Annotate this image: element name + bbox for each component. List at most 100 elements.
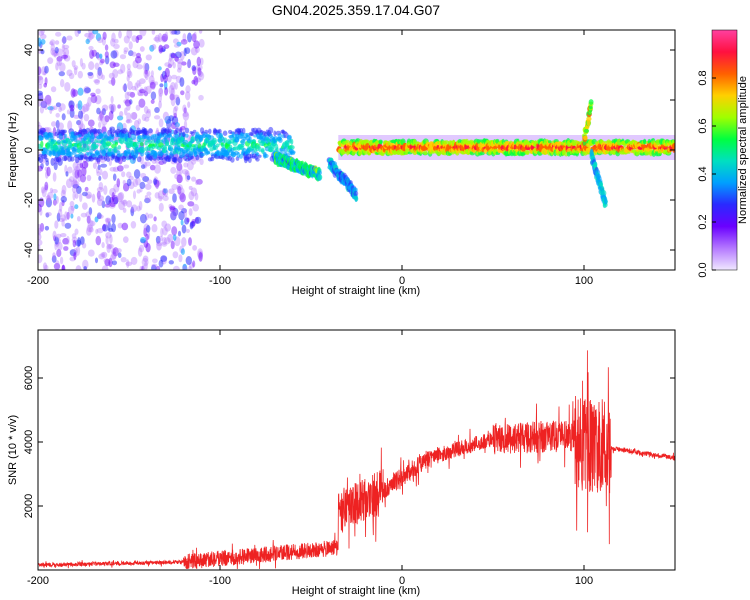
heat-cell xyxy=(156,241,162,251)
heat-cell xyxy=(104,217,112,223)
heat-cell xyxy=(183,120,188,130)
colorbar-ticks: 0.0 0.2 0.4 0.6 0.8 xyxy=(697,70,716,278)
heat-cell xyxy=(170,211,177,221)
heat-cell xyxy=(73,247,78,255)
heat-cell xyxy=(38,37,42,47)
heat-cell xyxy=(161,220,168,228)
heat-cell xyxy=(172,61,176,69)
colorbar-tick-label: 0.4 xyxy=(697,166,709,181)
heat-cell xyxy=(91,193,96,203)
heat-cell xyxy=(157,180,161,186)
heat-cell xyxy=(40,186,46,194)
heat-cell xyxy=(126,63,131,70)
heat-cell xyxy=(82,202,88,210)
heat-cell xyxy=(98,253,105,260)
heat-cell xyxy=(38,239,43,246)
heat-cell xyxy=(75,185,82,194)
heat-cell xyxy=(89,220,96,227)
heat-cell xyxy=(195,178,203,185)
heat-cell xyxy=(59,103,66,111)
heat-cell xyxy=(122,236,129,243)
heat-cell xyxy=(109,234,113,244)
heat-cell xyxy=(258,146,262,152)
heat-cell xyxy=(38,254,43,264)
heat-cell xyxy=(101,224,109,232)
heat-cell xyxy=(113,196,119,205)
heat-cell xyxy=(174,82,178,90)
heat-cell xyxy=(184,170,190,178)
heat-cell xyxy=(130,221,137,229)
heat-cell xyxy=(40,33,47,40)
heat-cell xyxy=(250,132,254,137)
heat-cell xyxy=(186,217,190,223)
heat-cell xyxy=(132,190,137,200)
heat-cell xyxy=(76,120,82,126)
heat-cell xyxy=(149,79,156,90)
heat-cell xyxy=(64,82,71,92)
heat-cell xyxy=(110,104,114,114)
heat-cell xyxy=(86,215,91,224)
heat-cell xyxy=(200,152,206,157)
heat-cell xyxy=(96,171,101,177)
heat-cell xyxy=(126,112,132,122)
heat-cell xyxy=(85,211,92,218)
heat-cell xyxy=(154,164,161,174)
heat-cell xyxy=(182,111,190,121)
colorbar: 0.0 0.2 0.4 0.6 0.8 Normalized spectral ampl… xyxy=(697,29,749,278)
heat-cell xyxy=(81,191,88,197)
heat-cell xyxy=(39,222,45,232)
heat-cell xyxy=(222,130,228,136)
heat-cell xyxy=(145,85,152,95)
heat-cell xyxy=(110,38,116,47)
heat-cell xyxy=(126,30,133,39)
heat-cell xyxy=(136,64,144,70)
heat-cell xyxy=(40,30,45,35)
heat-cell xyxy=(176,174,183,184)
heat-cell xyxy=(150,70,154,78)
heat-cell xyxy=(183,208,188,219)
heat-cell xyxy=(77,70,84,79)
heat-cell xyxy=(143,261,148,270)
heat-cell xyxy=(44,94,52,105)
heat-cell xyxy=(164,86,169,96)
heat-cell xyxy=(66,235,70,245)
heat-cell xyxy=(126,91,134,96)
heat-cell xyxy=(154,107,160,113)
heat-cell xyxy=(111,104,117,113)
heat-cell xyxy=(119,54,127,60)
heat-cell xyxy=(119,110,124,118)
heat-cell xyxy=(223,137,228,144)
heat-cell xyxy=(131,85,137,91)
y-tick-label: 6000 xyxy=(23,366,35,390)
heat-cell xyxy=(113,43,120,49)
heat-cell xyxy=(184,133,189,138)
heat-cell xyxy=(153,115,161,120)
heat-cell xyxy=(111,260,118,266)
heat-cell xyxy=(151,43,157,50)
heat-cell xyxy=(61,54,69,59)
heat-cell xyxy=(72,89,78,97)
heat-cell xyxy=(118,200,126,211)
heat-cell xyxy=(130,112,138,120)
heat-cell xyxy=(117,222,123,229)
heat-cell xyxy=(79,192,83,203)
heat-cell xyxy=(127,80,133,91)
figure-title: GN04.2025.359.17.04.G07 xyxy=(272,2,440,18)
heat-cell xyxy=(90,92,96,97)
heat-cell xyxy=(443,140,450,146)
heat-cell xyxy=(135,177,141,186)
heat-cell xyxy=(104,55,110,65)
heat-cell xyxy=(173,112,177,119)
heat-cell xyxy=(87,219,94,229)
heat-cell xyxy=(58,57,62,67)
heat-cell xyxy=(77,169,83,178)
heat-cell xyxy=(153,36,160,42)
heat-cell xyxy=(45,211,52,217)
heat-cell xyxy=(188,237,192,246)
heat-cell xyxy=(164,67,170,78)
heat-cell xyxy=(64,133,68,140)
heat-cell xyxy=(586,116,592,122)
heat-cell xyxy=(50,157,55,166)
heat-cell xyxy=(122,179,126,186)
heat-cell xyxy=(197,67,202,76)
